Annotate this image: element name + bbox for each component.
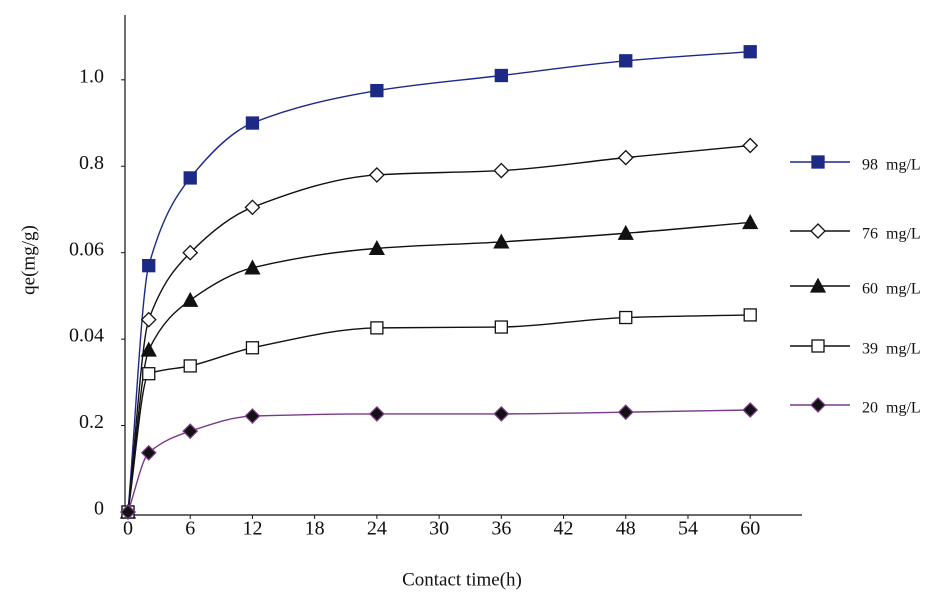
series-line — [127, 409, 751, 513]
marker — [142, 259, 156, 273]
marker — [742, 402, 759, 418]
marker — [182, 244, 199, 261]
marker — [809, 277, 827, 293]
marker — [493, 162, 510, 179]
marker — [742, 137, 759, 154]
y-tick-label: 0.8 — [79, 152, 104, 174]
marker — [494, 68, 508, 83]
legend-label: 39 mg/L — [862, 341, 921, 358]
marker — [370, 321, 384, 335]
marker — [368, 166, 385, 183]
marker — [140, 444, 157, 461]
marker — [140, 311, 157, 328]
marker — [617, 404, 634, 421]
x-tick-label: 48 — [616, 518, 636, 540]
legend-label: 76 mg/L — [862, 226, 921, 243]
x-tick-label: 36 — [491, 518, 511, 540]
marker — [811, 339, 825, 353]
x-tick-label: 60 — [740, 518, 760, 540]
x-tick-label: 42 — [554, 518, 574, 540]
marker — [810, 223, 826, 239]
marker — [244, 408, 261, 424]
marker — [245, 116, 260, 130]
marker — [493, 233, 510, 249]
marker — [140, 341, 157, 357]
marker — [811, 155, 825, 169]
series-line — [127, 144, 751, 513]
legend-label: 98 mg/L — [862, 157, 921, 174]
x-tick-label: 12 — [242, 518, 262, 540]
marker — [493, 405, 510, 422]
x-tick-label: 24 — [367, 518, 387, 540]
marker — [494, 320, 508, 334]
x-tick-label: 0 — [123, 518, 133, 540]
legend-label: 20 mg/L — [862, 400, 921, 417]
y-tick-label: 0 — [94, 498, 104, 520]
x-tick-label: 54 — [678, 518, 698, 540]
marker — [182, 423, 199, 440]
marker — [245, 341, 260, 355]
x-tick-label: 6 — [185, 518, 195, 540]
marker — [183, 171, 197, 185]
y-tick-label: 0.04 — [69, 325, 104, 347]
marker — [120, 504, 136, 520]
marker — [743, 45, 757, 59]
series-line — [127, 51, 751, 513]
marker — [244, 199, 261, 216]
y-tick-label: 0.06 — [69, 238, 104, 260]
y-tick-label: 1.0 — [79, 65, 104, 87]
x-axis-label: Contact time(h) — [402, 569, 522, 590]
marker — [619, 54, 633, 68]
y-axis-label: qe(mg/g) — [18, 225, 39, 295]
x-tick-label: 18 — [305, 518, 325, 540]
marker — [743, 308, 757, 322]
marker — [368, 405, 385, 422]
marker — [368, 240, 385, 256]
marker — [182, 291, 199, 307]
marker — [617, 224, 634, 240]
series-line — [127, 221, 751, 513]
marker — [617, 149, 634, 166]
legend-label: 60 mg/L — [862, 281, 921, 298]
marker — [244, 259, 261, 275]
marker — [619, 310, 633, 325]
marker — [810, 397, 826, 413]
marker — [142, 367, 156, 381]
marker — [742, 214, 759, 230]
x-tick-label: 30 — [429, 518, 449, 540]
marker — [370, 83, 384, 98]
marker — [183, 359, 197, 373]
y-tick-label: 0.2 — [79, 411, 104, 433]
